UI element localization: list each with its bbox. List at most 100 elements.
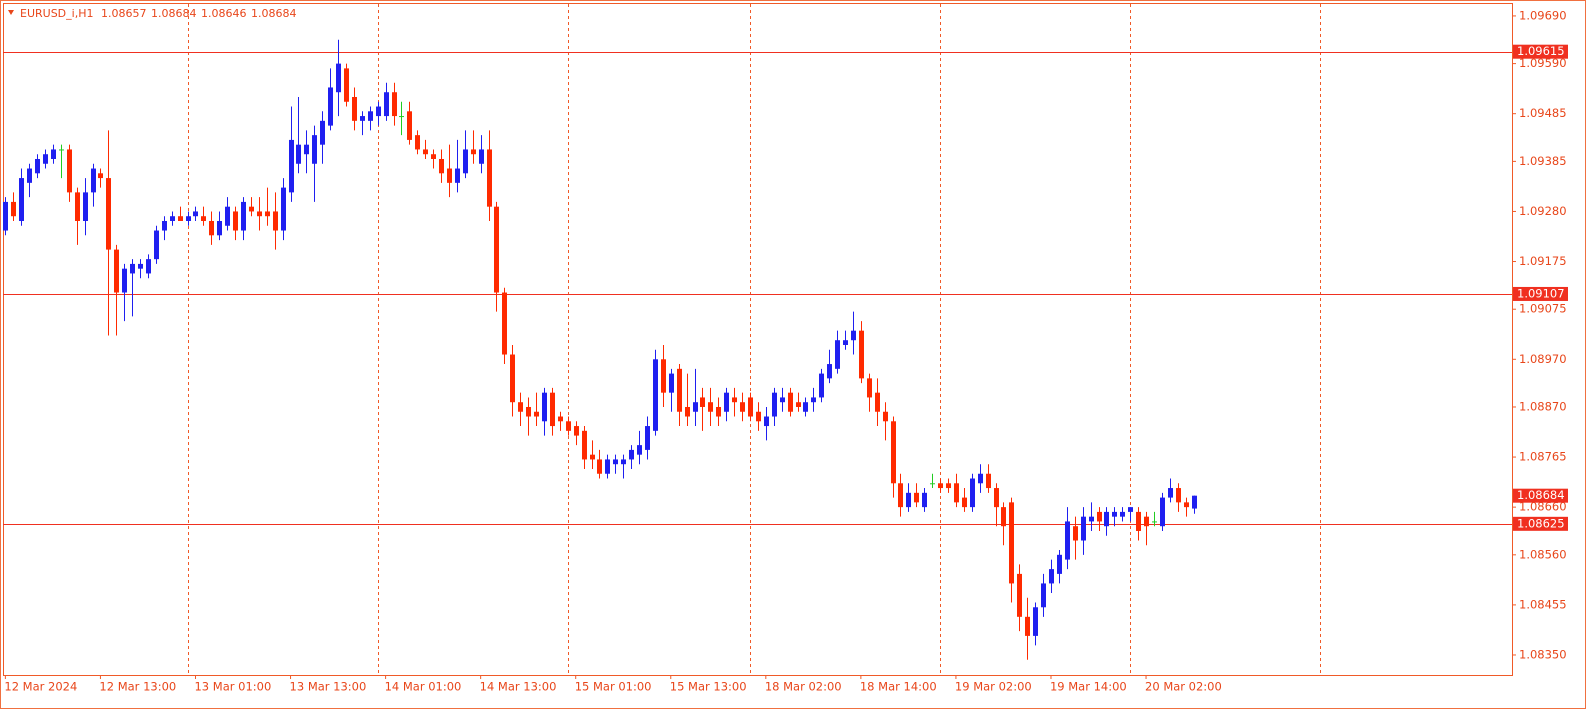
candle-body (843, 340, 848, 345)
candle-body (914, 492, 919, 503)
candle-body (970, 478, 975, 508)
header-open: 1.08657 (101, 7, 147, 20)
candle-body (645, 426, 650, 450)
candle-body (146, 259, 151, 274)
candle-body (265, 211, 270, 217)
candle-body (352, 96, 357, 121)
candle-body (1128, 507, 1133, 512)
candle-body (91, 168, 96, 193)
candle-body (732, 397, 737, 403)
candle-body (407, 111, 412, 140)
candle-body (122, 268, 127, 293)
candle-body (811, 397, 816, 403)
candle-body (669, 373, 674, 393)
candle-body (740, 402, 745, 412)
candle-body (962, 497, 967, 508)
candle-body (518, 402, 523, 412)
candle-body (922, 492, 927, 508)
x-tick-label: 20 Mar 02:00 (1145, 680, 1222, 694)
candle-body (574, 426, 579, 436)
candle-body (368, 111, 373, 121)
candle-body (685, 406, 690, 417)
candle-body (463, 149, 468, 174)
candle-body (1025, 616, 1030, 636)
y-tick-label: 1.09590 (1519, 56, 1567, 70)
candle-body (201, 216, 206, 221)
candle-body (415, 135, 420, 150)
candle-body (162, 220, 167, 231)
x-tick-label: 18 Mar 02:00 (765, 680, 842, 694)
candle-body (803, 402, 808, 412)
y-tick-label: 1.08870 (1519, 399, 1567, 413)
candle-body (281, 187, 286, 231)
level-price-label: 1.08625 (1517, 516, 1565, 530)
x-tick-label: 15 Mar 13:00 (670, 680, 747, 694)
candle-body (1001, 507, 1006, 527)
candle-body (851, 330, 856, 341)
header-close: 1.08684 (251, 7, 297, 20)
candle-body (796, 402, 801, 407)
candle-body (273, 211, 278, 231)
candle-body (431, 154, 436, 159)
y-tick-label: 1.08560 (1519, 547, 1567, 561)
candle-body (1152, 521, 1157, 523)
candle-body (1073, 526, 1078, 541)
y-tick-label: 1.09690 (1519, 8, 1567, 22)
candle-body (550, 392, 555, 427)
candle-body (1168, 488, 1173, 498)
candle-body (312, 135, 317, 164)
candle-body (891, 421, 896, 484)
level-price-box (1513, 516, 1568, 531)
candle-body (1136, 511, 1141, 531)
candle-body (1065, 521, 1070, 560)
collapse-arrow[interactable] (8, 10, 14, 15)
candle-body (193, 211, 198, 217)
x-tick-label: 13 Mar 13:00 (290, 680, 367, 694)
candle-body (83, 192, 88, 221)
candle-body (289, 139, 294, 193)
candle-body (447, 168, 452, 183)
candle-body (1081, 516, 1086, 541)
candle-body (827, 364, 832, 379)
candle-body (526, 406, 531, 417)
level-price-box (1513, 44, 1568, 59)
candle-body (510, 354, 515, 403)
candle-body (772, 392, 777, 417)
candle-body (502, 292, 507, 355)
candle-body (558, 416, 563, 422)
candle-body (51, 149, 56, 159)
candle-body (605, 459, 610, 474)
candle-body (241, 201, 246, 231)
candle-body (328, 87, 333, 126)
level-price-label: 1.09107 (1517, 286, 1565, 300)
y-tick-label: 1.09485 (1519, 106, 1567, 120)
candle-body (875, 392, 880, 412)
candle-body (423, 149, 428, 155)
x-tick-label: 19 Mar 14:00 (1050, 680, 1127, 694)
header-low: 1.08646 (201, 7, 247, 20)
x-tick-label: 18 Mar 14:00 (860, 680, 937, 694)
y-tick-label: 1.09075 (1519, 302, 1567, 316)
candle-body (154, 230, 159, 260)
candle-body (67, 149, 72, 193)
candle-body (233, 211, 238, 231)
candle-body (835, 340, 840, 369)
candle-body (1057, 554, 1062, 574)
x-tick-label: 19 Mar 02:00 (955, 680, 1032, 694)
candle-body (35, 158, 40, 174)
candle-body (304, 144, 309, 155)
candle-body (883, 411, 888, 422)
current-price-label: 1.08684 (1517, 488, 1565, 502)
candle-body (249, 206, 254, 212)
candle-body (114, 249, 119, 293)
x-tick-label: 12 Mar 13:00 (99, 680, 176, 694)
candle-body (178, 216, 183, 221)
candle-body (344, 68, 349, 102)
candle-body (542, 392, 547, 422)
plot-frame (3, 3, 1513, 676)
candle-body (186, 216, 191, 221)
candle-body (209, 220, 214, 236)
candle-body (471, 149, 476, 155)
